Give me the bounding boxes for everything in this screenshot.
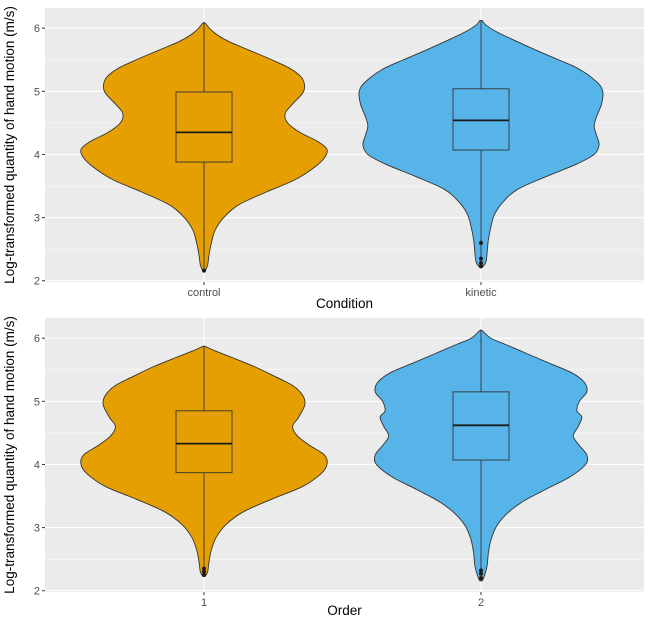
box-iqr — [175, 91, 233, 163]
violin-1 — [80, 345, 328, 577]
y-axis-title: Log-transformed quantity of hand motion … — [2, 6, 17, 284]
x-axis-title: Order — [327, 603, 362, 618]
y-tick-label: 4 — [34, 149, 40, 161]
x-tick-label: kinetic — [465, 287, 497, 299]
x-axis-title: Condition — [316, 296, 373, 311]
y-tick-label: 2 — [34, 276, 40, 288]
outlier-point — [202, 569, 206, 574]
y-tick-label: 5 — [34, 396, 40, 408]
outlier-point — [479, 576, 483, 581]
outlier-point — [479, 261, 483, 266]
y-tick-label: 5 — [34, 86, 40, 98]
outlier-point — [479, 571, 483, 576]
y-tick-label: 3 — [34, 523, 40, 535]
outlier-point — [202, 566, 206, 571]
violin-control — [80, 22, 328, 272]
x-tick-label: control — [187, 287, 220, 299]
x-tick-label: 2 — [478, 597, 484, 609]
outlier-point — [202, 268, 206, 273]
y-axis-title: Log-transformed quantity of hand motion … — [2, 316, 17, 594]
outlier-point — [479, 568, 483, 573]
violin-panel-bottom: 2 3 4 5 6 1 2 Order Log-transformed quantity of … — [2, 316, 644, 618]
box-iqr — [175, 410, 233, 474]
outlier-point — [479, 240, 483, 245]
y-tick-label: 6 — [34, 333, 40, 345]
outlier-point — [479, 264, 483, 269]
y-tick-label: 3 — [34, 213, 40, 225]
y-tick-label: 2 — [34, 586, 40, 598]
box-iqr — [452, 88, 510, 151]
x-tick-label: 1 — [201, 597, 207, 609]
outlier-point — [479, 256, 483, 261]
outlier-point — [202, 572, 206, 577]
y-tick-label: 4 — [34, 459, 40, 471]
violin-panel-top: 2 3 4 5 6 control kinetic Condition Log-transfor… — [2, 6, 644, 311]
y-tick-label: 6 — [34, 23, 40, 35]
